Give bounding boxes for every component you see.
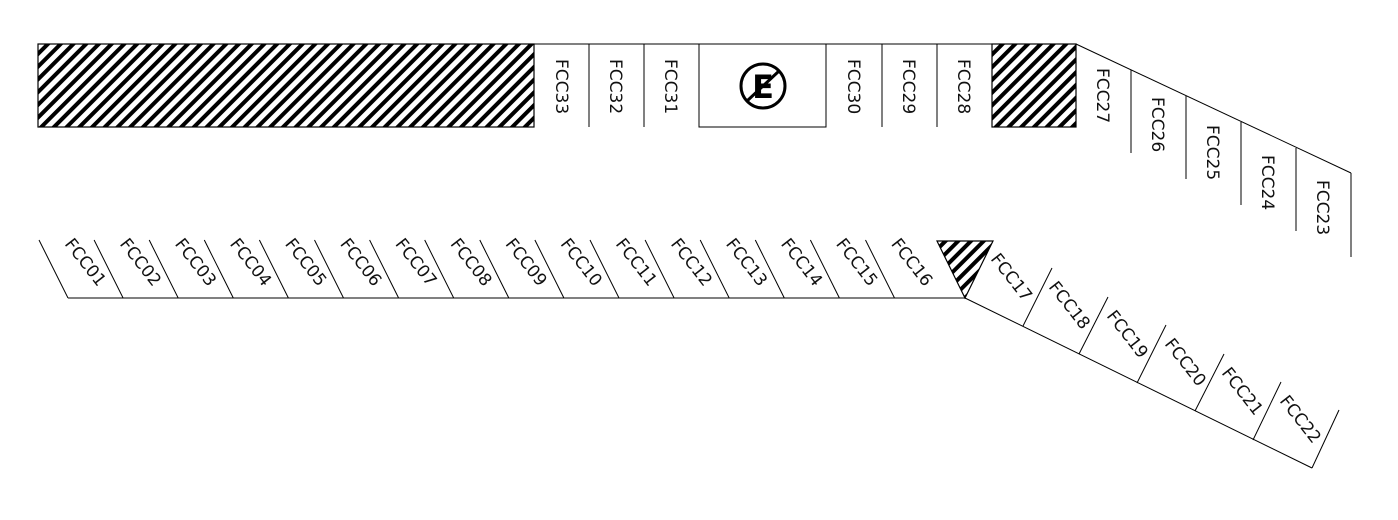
bay-label-fcc02: FCC02 [115,235,165,291]
bay-label-fcc07: FCC07 [391,235,441,291]
bay-label-fcc33: FCC33 [551,59,571,114]
bay-divider [148,239,179,299]
bay-label-fcc27: FCC27 [1092,68,1112,123]
bay-divider [93,239,124,299]
bay-divider [479,239,510,299]
bay-label-fcc09: FCC09 [501,235,551,291]
bay-label-fcc22: FCC22 [1275,392,1325,448]
no-parking-box: E [698,43,827,128]
bay-label-fcc10: FCC10 [556,235,606,291]
bay-label-fcc20: FCC20 [1160,335,1210,391]
bay-label-fcc03: FCC03 [170,235,220,291]
bay-divider [38,239,69,299]
bay-label-fcc04: FCC04 [225,235,275,291]
bay-divider [314,239,344,299]
bay-divider [424,239,455,299]
bay-label-fcc26: FCC26 [1147,97,1167,152]
bay-lines [68,43,1352,299]
bay-divider [865,239,895,299]
bay-divider [534,239,565,299]
bay-label-fcc05: FCC05 [280,235,330,291]
bay-label-fcc24: FCC24 [1257,155,1277,210]
bay-label-fcc19: FCC19 [1102,307,1152,363]
bay-divider [589,239,620,299]
bay-label-fcc30: FCC30 [843,59,863,114]
bottom-dividers [38,239,895,299]
bay-label-fcc14: FCC14 [776,235,826,291]
bay-divider [644,239,675,299]
bay-label-fcc18: FCC18 [1044,278,1094,334]
bay-divider [809,239,840,299]
hatched-zone-right [991,43,1077,128]
bay-label-fcc16: FCC16 [887,235,937,291]
bay-label-fcc23: FCC23 [1312,180,1332,235]
bay-label-fcc12: FCC12 [666,235,716,291]
bottom-row-labels: FCC01 FCC02 FCC03 FCC04 FCC05 FCC06 FCC07 FCC08… [60,235,936,291]
bay-label-fcc25: FCC25 [1202,125,1222,180]
bay-label-fcc11: FCC11 [611,235,661,291]
bay-label-fcc29: FCC29 [898,59,918,114]
bay-divider [699,239,730,299]
bay-label-fcc17: FCC17 [986,250,1036,306]
bay-divider [369,239,400,299]
hatched-zone-triangle [936,240,994,300]
lower-angled-lines [964,267,1340,469]
bay-divider [754,239,785,299]
hatched-zone-left [37,43,535,128]
bay-label-fcc21: FCC21 [1217,364,1267,420]
bay-label-fcc13: FCC13 [721,235,771,291]
bay-label-fcc28: FCC28 [953,59,973,114]
bay-label-fcc01: FCC01 [60,235,110,291]
bay-divider [258,239,289,299]
bay-label-fcc32: FCC32 [605,59,625,114]
bay-label-fcc31: FCC31 [660,59,680,114]
bay-label-fcc08: FCC08 [446,235,496,291]
bay-label-fcc06: FCC06 [336,235,386,291]
no-parking-icon: E [739,62,787,110]
bay-label-fcc15: FCC15 [831,235,881,291]
bay-divider [203,239,234,299]
